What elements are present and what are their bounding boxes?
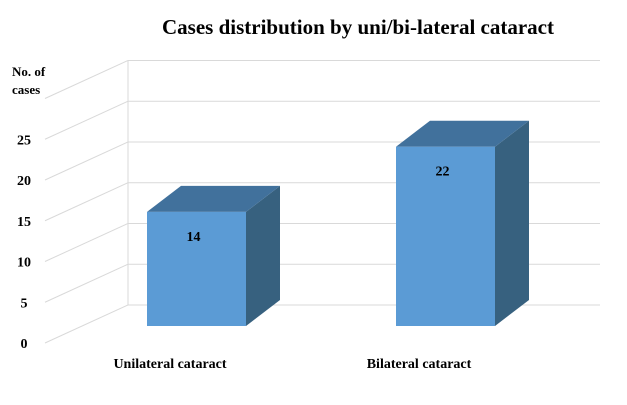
gridline	[44, 304, 600, 344]
chart-title: Cases distribution by uni/bi-lateral cat…	[162, 15, 554, 39]
bar-front-face	[147, 211, 246, 326]
gridline	[44, 60, 600, 99]
y-axis-label-line1: No. of	[12, 64, 46, 79]
bar: 22	[396, 120, 529, 326]
y-tick-label: 15	[17, 215, 31, 230]
y-axis-label-line2: cases	[12, 82, 40, 97]
data-label: 22	[436, 165, 450, 180]
y-tick-label: 5	[21, 296, 28, 311]
bar-top-face	[147, 185, 280, 212]
bar-side-face	[246, 185, 280, 326]
x-category-label: Unilateral cataract	[113, 357, 226, 372]
y-tick-label: 10	[17, 256, 31, 271]
data-label: 14	[187, 230, 201, 245]
x-category-label: Bilateral cataract	[367, 357, 472, 372]
bar: 14	[147, 185, 280, 326]
bar-top-face	[396, 120, 529, 147]
y-tick-label: 20	[17, 174, 31, 189]
category-labels: Unilateral cataract Bilateral cataract	[113, 357, 471, 372]
y-tick-label: 25	[17, 133, 31, 148]
gridline	[44, 100, 600, 140]
bar-front-face	[396, 146, 495, 326]
y-tick-label: 0	[21, 337, 28, 352]
y-tick-labels: 0 5 10 15 20 25	[17, 133, 31, 352]
bars: 14 22	[147, 120, 529, 326]
bar-side-face	[495, 120, 529, 326]
